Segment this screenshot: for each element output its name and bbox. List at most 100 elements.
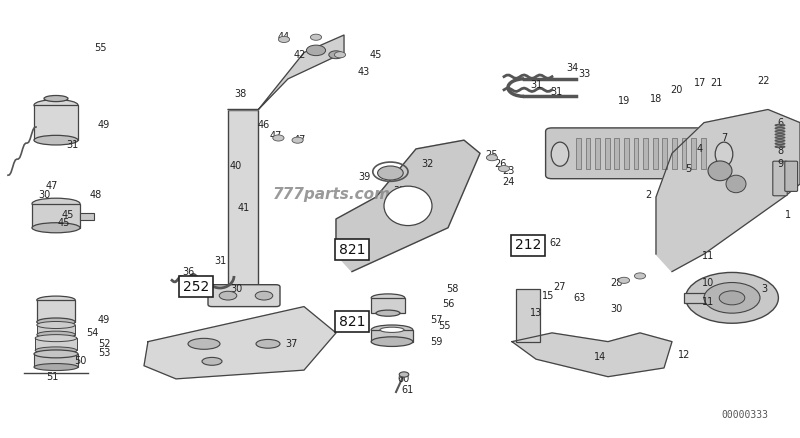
Text: 31: 31 bbox=[530, 81, 542, 90]
Text: 47: 47 bbox=[46, 181, 58, 191]
Ellipse shape bbox=[32, 198, 80, 209]
Circle shape bbox=[719, 291, 745, 305]
Circle shape bbox=[329, 51, 343, 59]
Text: 20: 20 bbox=[670, 85, 682, 95]
Ellipse shape bbox=[371, 325, 413, 335]
Text: 47: 47 bbox=[270, 131, 282, 141]
Bar bbox=[228, 110, 258, 293]
Bar bbox=[605, 138, 610, 169]
Bar bbox=[34, 354, 78, 367]
Bar bbox=[662, 138, 667, 169]
Bar bbox=[624, 138, 629, 169]
Text: 53: 53 bbox=[98, 348, 110, 357]
Ellipse shape bbox=[32, 223, 80, 233]
Text: 821: 821 bbox=[338, 315, 366, 329]
Text: 13: 13 bbox=[530, 308, 542, 318]
Ellipse shape bbox=[37, 318, 75, 326]
Ellipse shape bbox=[37, 321, 75, 328]
Text: 45: 45 bbox=[58, 219, 70, 228]
Text: 821: 821 bbox=[338, 243, 366, 257]
Text: 31: 31 bbox=[550, 87, 562, 97]
Text: 62: 62 bbox=[550, 238, 562, 248]
Text: 30: 30 bbox=[38, 190, 50, 200]
Bar bbox=[37, 325, 75, 335]
Ellipse shape bbox=[37, 331, 75, 338]
Text: 2: 2 bbox=[645, 190, 651, 200]
Bar bbox=[35, 338, 77, 350]
Text: 24: 24 bbox=[502, 177, 514, 187]
Text: 32: 32 bbox=[422, 159, 434, 169]
Ellipse shape bbox=[35, 347, 77, 354]
Text: 45: 45 bbox=[62, 210, 74, 219]
Text: 00000333: 00000333 bbox=[721, 410, 768, 420]
FancyBboxPatch shape bbox=[773, 161, 787, 196]
Circle shape bbox=[273, 135, 284, 141]
Text: 27: 27 bbox=[554, 282, 566, 292]
Text: 15: 15 bbox=[542, 291, 554, 300]
Bar bbox=[34, 105, 78, 140]
Text: 21: 21 bbox=[710, 78, 722, 88]
Text: 44: 44 bbox=[278, 32, 290, 42]
Ellipse shape bbox=[551, 142, 569, 166]
Text: 4: 4 bbox=[697, 144, 703, 154]
Polygon shape bbox=[656, 110, 800, 272]
Text: 14: 14 bbox=[594, 352, 606, 362]
Text: 1: 1 bbox=[785, 210, 791, 219]
Bar bbox=[672, 138, 677, 169]
Circle shape bbox=[486, 155, 498, 161]
Text: 46: 46 bbox=[258, 120, 270, 130]
Text: 28: 28 bbox=[610, 278, 622, 287]
Text: 11: 11 bbox=[702, 297, 714, 307]
Circle shape bbox=[686, 272, 778, 323]
Text: 35: 35 bbox=[394, 186, 406, 195]
Text: 212: 212 bbox=[515, 238, 541, 252]
Ellipse shape bbox=[380, 327, 404, 332]
Bar bbox=[684, 293, 730, 303]
FancyBboxPatch shape bbox=[208, 285, 280, 307]
Text: 17: 17 bbox=[694, 78, 706, 88]
Text: 52: 52 bbox=[98, 339, 110, 349]
Text: 22: 22 bbox=[758, 76, 770, 86]
Text: 9: 9 bbox=[777, 159, 783, 169]
Circle shape bbox=[378, 166, 403, 180]
Text: 23: 23 bbox=[502, 166, 514, 176]
Ellipse shape bbox=[726, 175, 746, 193]
FancyBboxPatch shape bbox=[546, 128, 734, 179]
Bar bbox=[634, 138, 638, 169]
Circle shape bbox=[310, 34, 322, 40]
Text: 31: 31 bbox=[214, 256, 226, 265]
Polygon shape bbox=[512, 333, 672, 377]
Ellipse shape bbox=[371, 294, 405, 302]
Ellipse shape bbox=[708, 161, 732, 181]
Text: 25: 25 bbox=[486, 151, 498, 160]
Ellipse shape bbox=[256, 339, 280, 348]
Text: 51: 51 bbox=[46, 372, 58, 381]
Text: 7: 7 bbox=[721, 133, 727, 143]
Circle shape bbox=[704, 283, 760, 313]
Text: 40: 40 bbox=[230, 162, 242, 171]
Text: 57: 57 bbox=[430, 315, 442, 325]
Ellipse shape bbox=[188, 338, 220, 350]
Circle shape bbox=[292, 137, 303, 143]
Ellipse shape bbox=[219, 291, 237, 300]
Bar bbox=[80, 213, 94, 220]
FancyBboxPatch shape bbox=[785, 161, 798, 191]
Text: 12: 12 bbox=[678, 350, 690, 360]
Polygon shape bbox=[144, 307, 336, 379]
Bar bbox=[516, 289, 540, 342]
Ellipse shape bbox=[34, 100, 78, 111]
Text: 49: 49 bbox=[98, 315, 110, 325]
Text: 30: 30 bbox=[230, 284, 242, 294]
Ellipse shape bbox=[34, 135, 78, 145]
Text: 37: 37 bbox=[286, 339, 298, 349]
Text: 6: 6 bbox=[777, 118, 783, 127]
Text: 55: 55 bbox=[94, 43, 106, 53]
Text: 26: 26 bbox=[494, 159, 506, 169]
Text: 11: 11 bbox=[702, 251, 714, 261]
Ellipse shape bbox=[384, 186, 432, 226]
Circle shape bbox=[306, 45, 326, 56]
Text: 252: 252 bbox=[183, 280, 209, 294]
Text: 3: 3 bbox=[761, 284, 767, 294]
Text: 41: 41 bbox=[238, 203, 250, 213]
Bar bbox=[614, 138, 619, 169]
